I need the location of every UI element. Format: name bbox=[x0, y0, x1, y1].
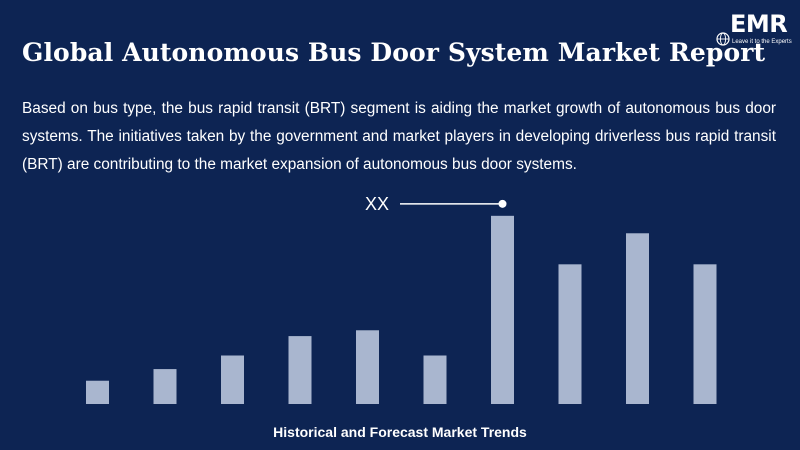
globe-icon bbox=[716, 32, 730, 46]
bar-4 bbox=[288, 336, 312, 404]
description-paragraph: Based on bus type, the bus rapid transit… bbox=[22, 100, 776, 173]
bar-9 bbox=[626, 233, 649, 404]
bar-7 bbox=[491, 215, 514, 404]
bars-group bbox=[86, 215, 717, 404]
bar-chart: XX bbox=[86, 195, 717, 404]
chart-caption: Historical and Forecast Market Trends bbox=[273, 424, 527, 440]
bar-10 bbox=[693, 264, 717, 404]
logo-tagline: Leave it to the Experts bbox=[732, 39, 792, 45]
bar-3 bbox=[221, 355, 244, 404]
annotation-dot bbox=[498, 199, 507, 208]
bar-8 bbox=[558, 264, 582, 404]
page-title: Global Autonomous Bus Door System Market… bbox=[22, 38, 766, 67]
annotation-label: XX bbox=[365, 195, 389, 214]
bar-1 bbox=[86, 380, 109, 404]
bar-2 bbox=[153, 369, 177, 404]
bar-6 bbox=[423, 355, 447, 404]
logo-text: EMR bbox=[730, 10, 788, 38]
bar-5 bbox=[356, 330, 379, 404]
emr-logo: EMR Leave it to the Experts bbox=[712, 10, 792, 50]
